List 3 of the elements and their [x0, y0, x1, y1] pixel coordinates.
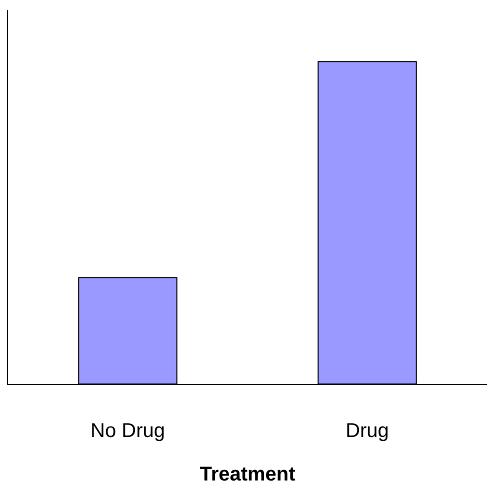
x-axis-title: Treatment [200, 464, 296, 486]
x-tick-label: Drug [346, 420, 389, 442]
x-tick-label: No Drug [90, 420, 165, 442]
